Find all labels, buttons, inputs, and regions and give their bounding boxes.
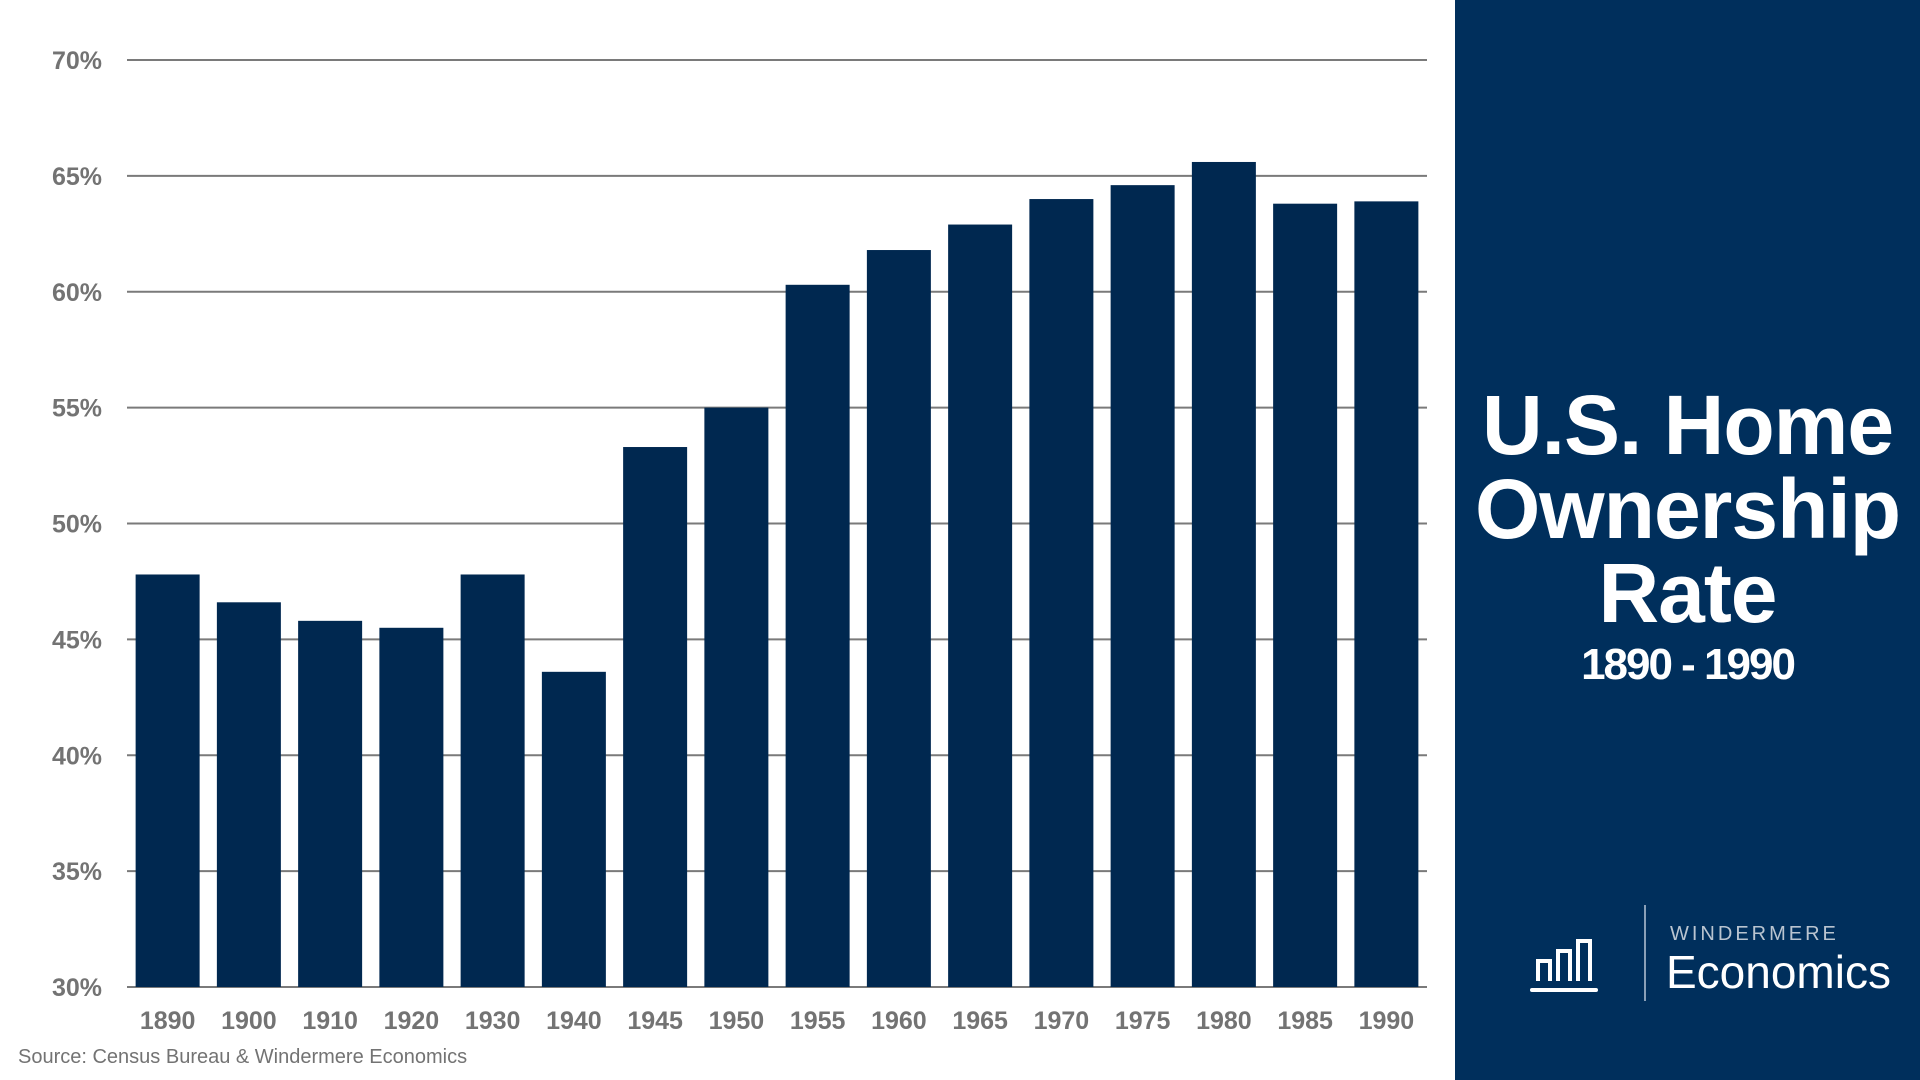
x-tick-label: 1890 — [140, 1007, 196, 1035]
bar-1955 — [785, 284, 850, 987]
x-tick-label: 1960 — [871, 1007, 927, 1035]
y-tick-label: 50% — [52, 511, 102, 539]
bar-1960 — [866, 250, 931, 987]
bar-1920 — [379, 627, 444, 987]
x-tick-label: 1990 — [1359, 1007, 1415, 1035]
title-line: Ownership — [1474, 462, 1901, 556]
bar-1890 — [135, 574, 200, 987]
chart-title: U.S. Home Ownership Rate — [1455, 383, 1920, 635]
x-tick-label: 1910 — [302, 1007, 358, 1035]
title-line: Rate — [1598, 546, 1777, 640]
title-line: U.S. Home — [1481, 378, 1894, 472]
bar-1990 — [1354, 201, 1419, 987]
x-tick-label: 1980 — [1196, 1007, 1252, 1035]
bar-1910 — [298, 620, 363, 987]
y-tick-label: 35% — [52, 858, 102, 886]
x-tick-label: 1920 — [384, 1007, 440, 1035]
x-tick-label: 1900 — [221, 1007, 277, 1035]
bar-1950 — [704, 407, 769, 987]
bar-1940 — [541, 671, 606, 987]
source-note: Source: Census Bureau & Windermere Econo… — [18, 1046, 468, 1068]
x-tick-label: 1930 — [465, 1007, 521, 1035]
y-tick-label: 40% — [52, 742, 102, 770]
x-tick-label: 1950 — [709, 1007, 765, 1035]
bar-1945 — [623, 447, 688, 988]
logo-wordmark-bottom: Economics — [1666, 946, 1891, 998]
bar-1985 — [1273, 203, 1338, 987]
bar-chart: 30% 35% 40% 45% 50% 55% 60% 65% 70% 1890 1900 1910 1… — [52, 47, 1427, 1035]
x-tick-label: 1975 — [1115, 1007, 1171, 1035]
y-tick-label: 45% — [52, 626, 102, 654]
y-tick-label: 60% — [52, 279, 102, 307]
bar-1930 — [460, 574, 525, 987]
bar-1975 — [1110, 185, 1175, 987]
bar-1970 — [1029, 199, 1094, 988]
y-tick-label: 70% — [52, 47, 102, 75]
x-tick-label: 1985 — [1277, 1007, 1333, 1035]
bar-1900 — [216, 602, 281, 987]
x-tick-label: 1955 — [790, 1007, 846, 1035]
y-tick-label: 65% — [52, 163, 102, 191]
x-tick-label: 1940 — [546, 1007, 602, 1035]
logo-wordmark-top: WINDERMERE — [1670, 923, 1839, 945]
bar-1980 — [1191, 161, 1256, 988]
logo-divider — [1644, 905, 1646, 1001]
x-tick-label: 1945 — [627, 1007, 683, 1035]
bar-chart-icon — [1530, 939, 1598, 992]
x-tick-label: 1970 — [1034, 1007, 1090, 1035]
x-tick-label: 1965 — [952, 1007, 1008, 1035]
y-tick-label: 55% — [52, 395, 102, 423]
bar-1965 — [948, 224, 1013, 988]
title-panel: U.S. Home Ownership Rate 1890 - 1990 WIN… — [1455, 0, 1920, 1080]
windermere-logo: WINDERMERE Economics — [1530, 905, 1891, 1001]
chart-subtitle: 1890 - 1990 — [1581, 640, 1796, 689]
y-tick-label: 30% — [52, 974, 102, 1002]
